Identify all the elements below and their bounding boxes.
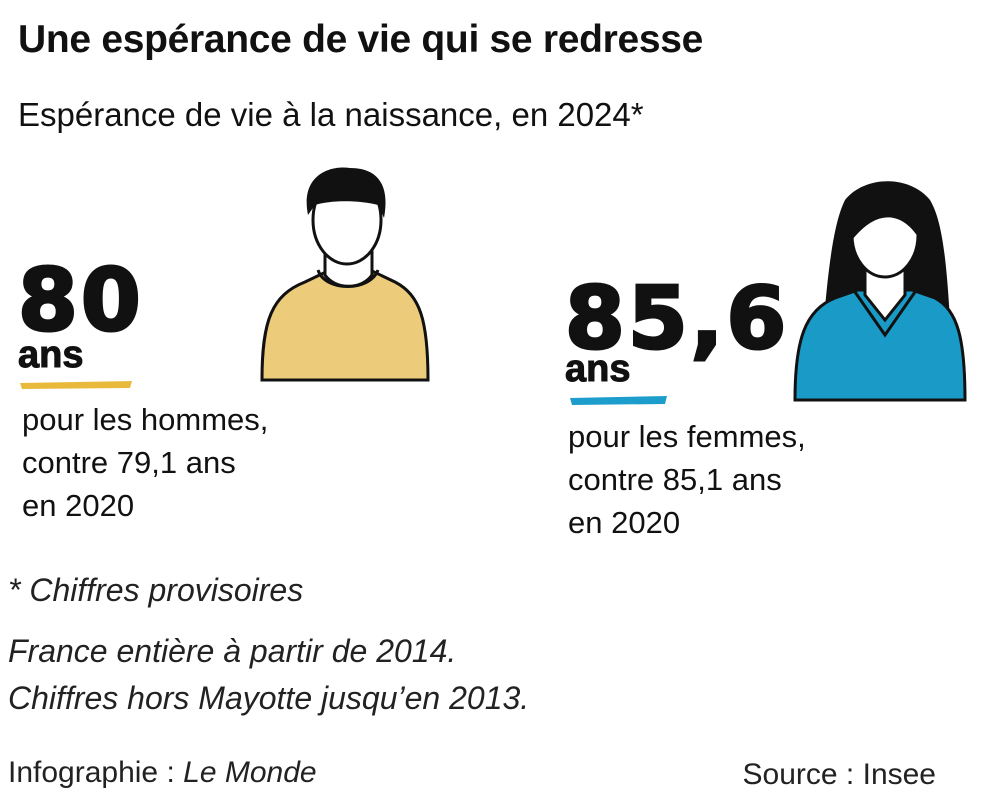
credit-label: Infographie : — [8, 756, 175, 789]
women-description: pour les femmes, contre 85,1 ans en 2020 — [568, 415, 806, 544]
men-unit: ans — [17, 334, 84, 376]
line: en 2020 — [568, 505, 681, 540]
women-unit: ans — [564, 348, 631, 390]
title: Une espérance de vie qui se redresse — [18, 18, 704, 61]
footnote: * Chiffres provisoires — [8, 572, 304, 608]
line: contre 79,1 ans — [22, 445, 236, 480]
men-description: pour les hommes, contre 79,1 ans en 2020 — [22, 398, 268, 527]
source: Source : Insee — [742, 758, 936, 791]
note: Chiffres hors Mayotte jusqu’en 2013. — [8, 680, 530, 716]
line: pour les hommes, — [22, 402, 269, 437]
woman-hair — [849, 185, 921, 240]
line: contre 85,1 ans — [568, 462, 782, 497]
subtitle: Espérance de vie à la naissance, en 2024… — [18, 96, 644, 133]
man-hair — [306, 167, 386, 218]
credit-outlet: Le Monde — [183, 756, 317, 789]
note: France entière à partir de 2014. — [8, 633, 457, 669]
men-value: 80 — [17, 251, 144, 351]
women-value: 85,6 — [563, 269, 790, 369]
line: en 2020 — [22, 488, 135, 523]
woman-collar — [853, 291, 917, 338]
men-underline — [20, 381, 132, 389]
women-underline — [570, 396, 667, 405]
line: pour les femmes, — [568, 419, 806, 454]
credit: Infographie : Le Monde — [8, 756, 317, 790]
